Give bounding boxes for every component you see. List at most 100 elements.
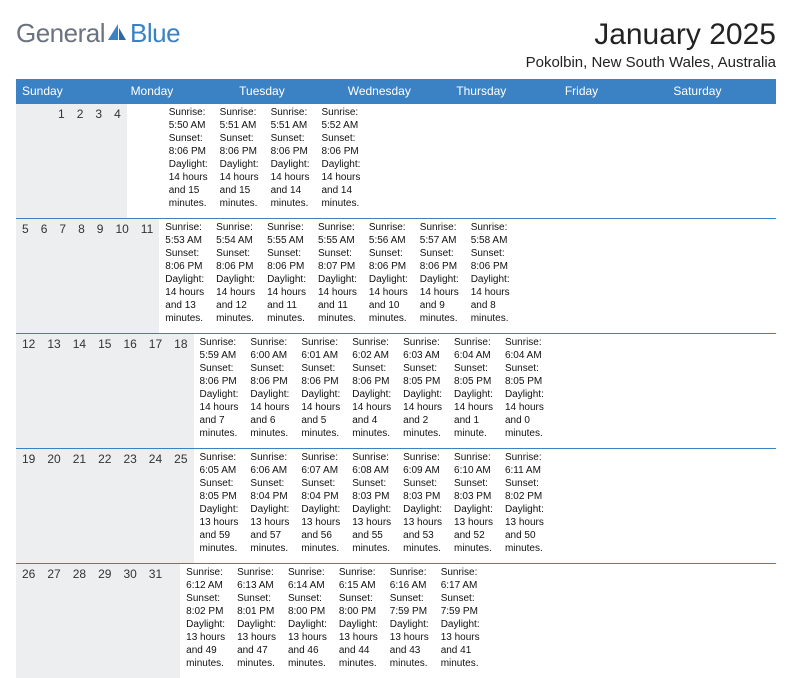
sunrise-text: Sunrise: 5:55 AM: [267, 221, 306, 247]
day-details: Sunrise: 5:57 AMSunset: 8:06 PMDaylight:…: [414, 219, 465, 333]
sunset-text: Sunset: 8:06 PM: [165, 247, 204, 273]
location: Pokolbin, New South Wales, Australia: [526, 54, 776, 71]
sunrise-text: Sunrise: 5:59 AM: [200, 336, 239, 362]
daynum-row: 1234: [16, 104, 127, 218]
day-header-wednesday: Wednesday: [342, 79, 451, 103]
day-details: Sunrise: 6:12 AMSunset: 8:02 PMDaylight:…: [180, 564, 231, 678]
calendar-week: 19202122232425Sunrise: 6:05 AMSunset: 8:…: [16, 448, 776, 563]
daylight-text: Daylight: 13 hours and 53 minutes.: [403, 503, 442, 555]
day-number: 29: [92, 564, 117, 678]
day-details: Sunrise: 6:05 AMSunset: 8:05 PMDaylight:…: [194, 449, 245, 563]
day-number: 22: [92, 449, 117, 563]
day-number: [168, 564, 180, 678]
sunset-text: Sunset: 8:06 PM: [216, 247, 255, 273]
sunrise-text: Sunrise: 6:01 AM: [301, 336, 340, 362]
day-details: Sunrise: 6:11 AMSunset: 8:02 PMDaylight:…: [499, 449, 550, 563]
sunrise-text: Sunrise: 5:58 AM: [471, 221, 510, 247]
day-details: Sunrise: 6:04 AMSunset: 8:05 PMDaylight:…: [499, 334, 550, 448]
day-details: Sunrise: 6:09 AMSunset: 8:03 PMDaylight:…: [397, 449, 448, 563]
sunset-text: Sunset: 8:06 PM: [352, 362, 391, 388]
sunrise-text: Sunrise: 6:16 AM: [390, 566, 429, 592]
daylight-text: Daylight: 14 hours and 2 minutes.: [403, 388, 442, 440]
day-details: Sunrise: 5:50 AMSunset: 8:06 PMDaylight:…: [163, 104, 214, 218]
day-details: [151, 104, 163, 218]
day-details: Sunrise: 6:02 AMSunset: 8:06 PMDaylight:…: [346, 334, 397, 448]
daylight-text: Daylight: 13 hours and 41 minutes.: [441, 618, 480, 670]
day-details: [127, 104, 139, 218]
day-details: Sunrise: 6:13 AMSunset: 8:01 PMDaylight:…: [231, 564, 282, 678]
day-details: Sunrise: 5:51 AMSunset: 8:06 PMDaylight:…: [265, 104, 316, 218]
sunrise-text: Sunrise: 5:56 AM: [369, 221, 408, 247]
day-number: [28, 104, 40, 218]
day-number: 28: [67, 564, 92, 678]
sunrise-text: Sunrise: 6:14 AM: [288, 566, 327, 592]
sunset-text: Sunset: 8:04 PM: [301, 477, 340, 503]
calendar-week: 567891011Sunrise: 5:53 AMSunset: 8:06 PM…: [16, 218, 776, 333]
calendar-week: 12131415161718Sunrise: 5:59 AMSunset: 8:…: [16, 333, 776, 448]
day-details: Sunrise: 5:55 AMSunset: 8:06 PMDaylight:…: [261, 219, 312, 333]
daylight-text: Daylight: 14 hours and 12 minutes.: [216, 273, 255, 325]
sunrise-text: Sunrise: 6:08 AM: [352, 451, 391, 477]
day-number: 24: [143, 449, 168, 563]
sunset-text: Sunset: 8:05 PM: [505, 362, 544, 388]
day-details: [139, 104, 151, 218]
daylight-text: Daylight: 14 hours and 1 minute.: [454, 388, 493, 440]
daylight-text: Daylight: 13 hours and 52 minutes.: [454, 503, 493, 555]
day-number: 23: [117, 449, 142, 563]
day-details: Sunrise: 6:03 AMSunset: 8:05 PMDaylight:…: [397, 334, 448, 448]
day-number: 30: [117, 564, 142, 678]
day-details: Sunrise: 6:15 AMSunset: 8:00 PMDaylight:…: [333, 564, 384, 678]
details-row: Sunrise: 6:05 AMSunset: 8:05 PMDaylight:…: [194, 449, 550, 563]
day-number: 25: [168, 449, 193, 563]
day-number: 21: [67, 449, 92, 563]
sunrise-text: Sunrise: 6:07 AM: [301, 451, 340, 477]
day-details: Sunrise: 5:53 AMSunset: 8:06 PMDaylight:…: [159, 219, 210, 333]
daylight-text: Daylight: 14 hours and 13 minutes.: [165, 273, 204, 325]
logo-sail-icon: [105, 18, 130, 49]
day-details: [486, 564, 498, 678]
daylight-text: Daylight: 13 hours and 57 minutes.: [250, 503, 289, 555]
day-number: [40, 104, 52, 218]
day-number: 9: [91, 219, 110, 333]
daylight-text: Daylight: 14 hours and 7 minutes.: [200, 388, 239, 440]
daylight-text: Daylight: 13 hours and 50 minutes.: [505, 503, 544, 555]
day-number: 13: [41, 334, 66, 448]
sunset-text: Sunset: 8:00 PM: [288, 592, 327, 618]
day-number: 2: [71, 104, 90, 218]
calendar-week: 262728293031Sunrise: 6:12 AMSunset: 8:02…: [16, 563, 776, 678]
day-details: Sunrise: 6:07 AMSunset: 8:04 PMDaylight:…: [295, 449, 346, 563]
daylight-text: Daylight: 14 hours and 11 minutes.: [267, 273, 306, 325]
sunset-text: Sunset: 8:01 PM: [237, 592, 276, 618]
sunrise-text: Sunrise: 6:12 AM: [186, 566, 225, 592]
sunrise-text: Sunrise: 5:53 AM: [165, 221, 204, 247]
title-block: January 2025 Pokolbin, New South Wales, …: [526, 18, 776, 71]
sunset-text: Sunset: 8:06 PM: [220, 132, 259, 158]
daynum-row: 12131415161718: [16, 334, 194, 448]
sunrise-text: Sunrise: 6:04 AM: [505, 336, 544, 362]
sunrise-text: Sunrise: 6:11 AM: [505, 451, 544, 477]
daylight-text: Daylight: 14 hours and 15 minutes.: [220, 158, 259, 210]
sunset-text: Sunset: 8:05 PM: [454, 362, 493, 388]
sunset-text: Sunset: 8:06 PM: [420, 247, 459, 273]
calendar-week: 1234 Sunrise: 5:50 AMSunset: 8:06 PMDayli…: [16, 103, 776, 218]
day-number: 11: [135, 219, 159, 333]
day-details: Sunrise: 5:59 AMSunset: 8:06 PMDaylight:…: [194, 334, 245, 448]
day-details: Sunrise: 5:54 AMSunset: 8:06 PMDaylight:…: [210, 219, 261, 333]
sunset-text: Sunset: 8:06 PM: [200, 362, 239, 388]
day-details: Sunrise: 5:55 AMSunset: 8:07 PMDaylight:…: [312, 219, 363, 333]
sunset-text: Sunset: 8:00 PM: [339, 592, 378, 618]
logo: General Blue: [16, 18, 180, 49]
sunset-text: Sunset: 8:05 PM: [403, 362, 442, 388]
day-number: 19: [16, 449, 41, 563]
sunset-text: Sunset: 8:06 PM: [321, 132, 360, 158]
sunrise-text: Sunrise: 6:13 AM: [237, 566, 276, 592]
day-number: 8: [72, 219, 91, 333]
daylight-text: Daylight: 13 hours and 56 minutes.: [301, 503, 340, 555]
day-number: 10: [109, 219, 134, 333]
day-header-tuesday: Tuesday: [233, 79, 342, 103]
details-row: Sunrise: 5:50 AMSunset: 8:06 PMDaylight:…: [127, 104, 367, 218]
sunrise-text: Sunrise: 6:00 AM: [250, 336, 289, 362]
daylight-text: Daylight: 13 hours and 49 minutes.: [186, 618, 225, 670]
day-number: 1: [52, 104, 71, 218]
day-number: 27: [41, 564, 66, 678]
